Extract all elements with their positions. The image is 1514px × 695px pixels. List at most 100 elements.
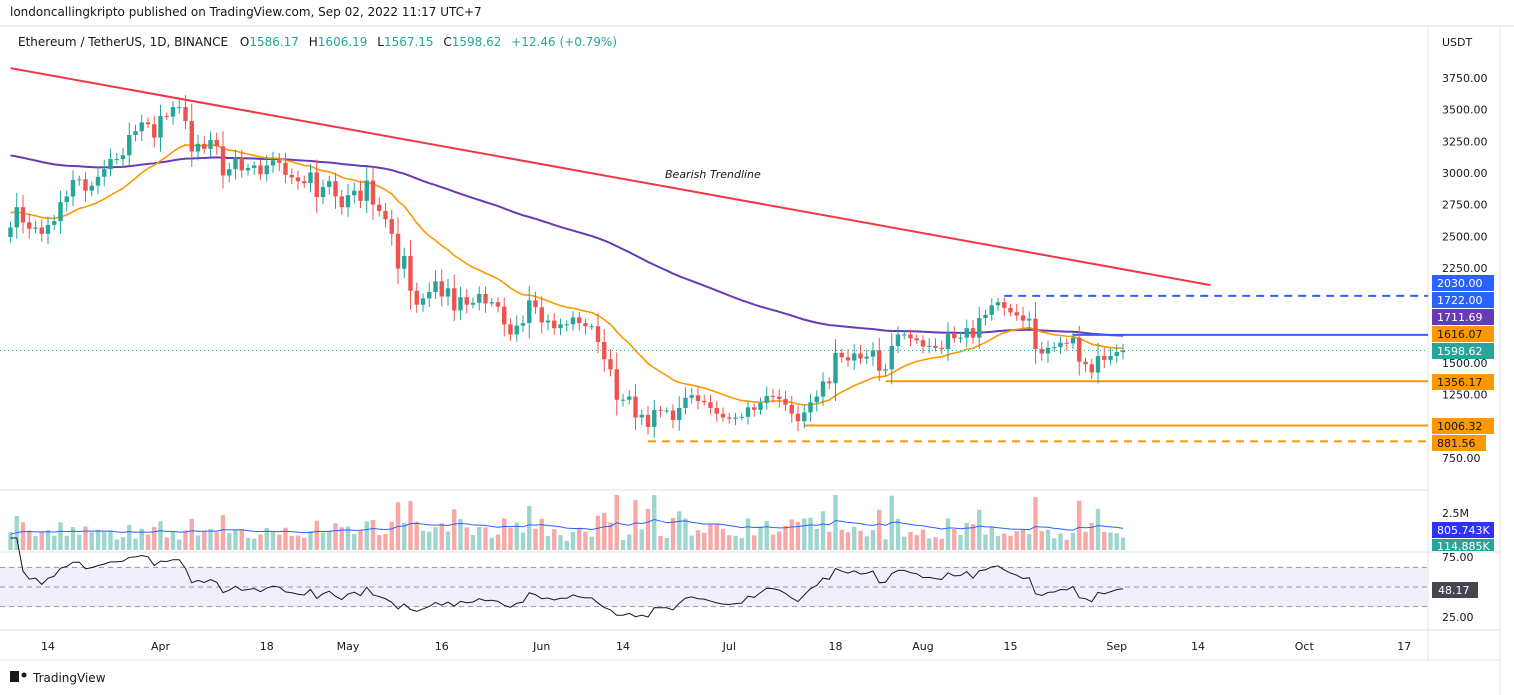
candle	[1120, 344, 1126, 360]
candle	[377, 196, 382, 217]
candle-body	[652, 409, 657, 427]
volume-bar	[589, 536, 594, 550]
candle	[483, 286, 488, 313]
candle-body	[558, 324, 563, 329]
candle-body	[914, 338, 919, 341]
volume-bar	[1020, 529, 1026, 550]
price-tag-label: 1598.62	[1437, 345, 1483, 358]
candle-body	[433, 281, 438, 293]
volume-bar	[27, 530, 32, 550]
candle	[345, 183, 351, 217]
candle	[1077, 325, 1082, 376]
candle	[752, 403, 757, 417]
volume-bar	[33, 536, 38, 550]
volume-bar	[1058, 533, 1063, 550]
tradingview-logo[interactable]: TradingView	[10, 671, 106, 685]
candle-body	[989, 305, 994, 315]
candle	[458, 286, 463, 320]
candle-body	[8, 227, 13, 237]
volume-bar	[958, 534, 963, 550]
candle	[295, 170, 301, 190]
candle	[158, 104, 163, 152]
volume-bar	[202, 531, 207, 550]
candle	[995, 297, 1001, 311]
volume-bar	[245, 537, 251, 550]
price-tag-label: 881.56	[1437, 437, 1476, 450]
volume-bar	[539, 518, 544, 550]
volume-bar	[1045, 529, 1051, 550]
candle	[1045, 340, 1051, 363]
volume-bar	[1070, 532, 1076, 550]
candle	[133, 124, 138, 142]
candle	[1033, 301, 1038, 364]
candle-body	[95, 176, 101, 186]
candle-body	[133, 131, 138, 135]
volume-bar	[858, 530, 863, 550]
volume-bar	[458, 518, 463, 550]
volume-bar	[952, 528, 957, 550]
volume-bar	[252, 538, 257, 550]
candle-body	[970, 328, 976, 338]
candle-body	[389, 219, 394, 234]
candle-body	[1033, 318, 1038, 350]
time-tick: 16	[435, 640, 449, 653]
candle	[677, 396, 682, 431]
volume-bar	[527, 505, 532, 550]
price-axis-tag: 1356.17	[1432, 374, 1494, 390]
volume-bar	[177, 539, 182, 550]
candle	[395, 217, 401, 285]
candle	[889, 333, 894, 385]
volume-bar	[233, 529, 238, 550]
volume-bar	[108, 530, 113, 550]
candle-body	[1058, 342, 1063, 348]
candle	[695, 386, 701, 410]
candle-body	[952, 333, 957, 339]
volume-bar	[1027, 534, 1032, 550]
candle	[789, 395, 794, 423]
volume-bar	[70, 527, 76, 550]
volume-bar	[608, 522, 613, 550]
candle	[164, 112, 169, 121]
volume-bar	[502, 518, 507, 550]
candle	[27, 213, 32, 239]
volume-bar	[1089, 523, 1094, 550]
volume-bar	[214, 531, 219, 550]
ohlc-legend: Ethereum / TetherUS, 1D, BINANCE O1586.1…	[18, 35, 617, 49]
candle	[195, 134, 201, 161]
candle-body	[845, 357, 851, 361]
volume-bar	[439, 523, 444, 550]
candle-body	[533, 300, 538, 308]
time-tick: 18	[829, 640, 843, 653]
candle	[670, 404, 676, 429]
price-tick: 2500.00	[1442, 230, 1488, 243]
candle-body	[733, 417, 738, 419]
volume-bar	[8, 532, 13, 550]
candle	[577, 311, 582, 331]
candle	[289, 168, 294, 185]
candle	[845, 348, 851, 367]
candle	[502, 297, 507, 337]
candle	[552, 312, 557, 335]
volume-bar	[802, 518, 807, 550]
volume-bar	[495, 534, 501, 550]
volume-bar	[683, 518, 688, 550]
time-tick: 18	[260, 640, 274, 653]
volume-bar	[370, 520, 376, 550]
candle-body	[664, 410, 669, 412]
price-axis-tag: 1616.07	[1432, 326, 1494, 342]
volume-bar	[783, 525, 788, 550]
volume-bar	[833, 495, 838, 550]
candle	[739, 412, 744, 421]
volume-bar	[139, 528, 144, 550]
candle	[1102, 347, 1107, 369]
volume-bar	[795, 521, 801, 550]
candle-body	[333, 181, 338, 197]
candle-body	[895, 334, 901, 346]
candle-body	[27, 222, 32, 229]
candle-body	[1120, 350, 1126, 353]
candle-body	[33, 227, 38, 229]
candle-body	[827, 381, 832, 384]
volume-bar	[483, 527, 488, 550]
